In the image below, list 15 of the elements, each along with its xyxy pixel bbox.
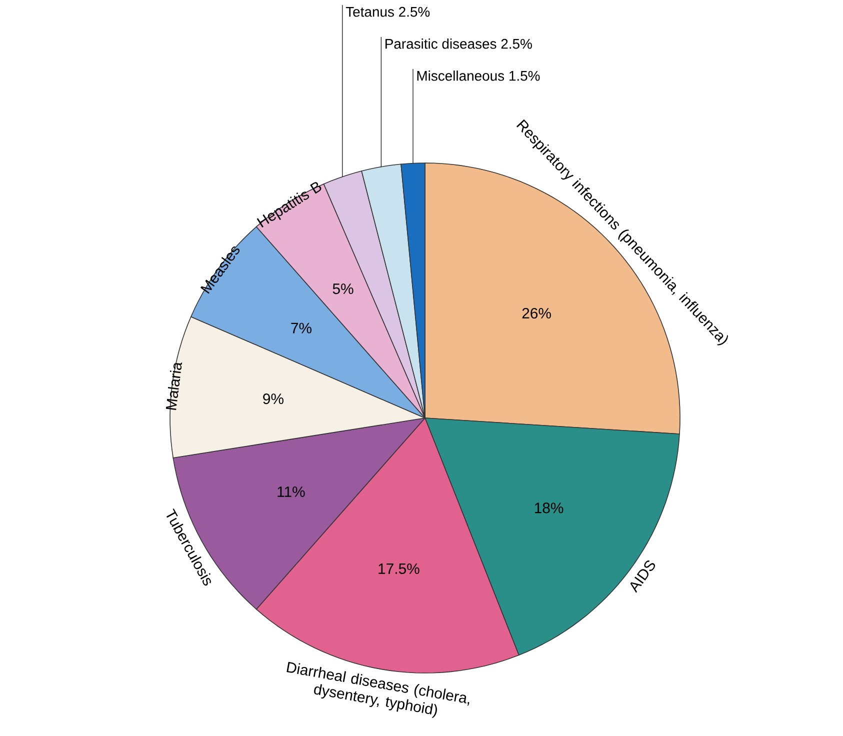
data-label: 17.5% (378, 563, 420, 574)
data-label: 7% (291, 322, 312, 334)
slice-label: Parasitic diseases (386, 38, 496, 49)
data-label: 11% (278, 486, 305, 497)
data-label: 26% (522, 308, 551, 319)
slice-label: Miscellaneous (417, 70, 504, 81)
data-label: 18% (534, 502, 564, 514)
data-label: 9% (263, 394, 284, 404)
data-label: 1.5% (510, 70, 540, 81)
data-label: 5% (332, 284, 354, 294)
slice-label: Malaria (166, 362, 182, 410)
slice-label: Diarrheal diseases (cholera, dysentery, typhoid) (286, 662, 470, 718)
data-label: 2.5% (399, 6, 430, 17)
slice-label: Tetanus (346, 7, 394, 17)
data-label: 2.5% (501, 38, 532, 49)
